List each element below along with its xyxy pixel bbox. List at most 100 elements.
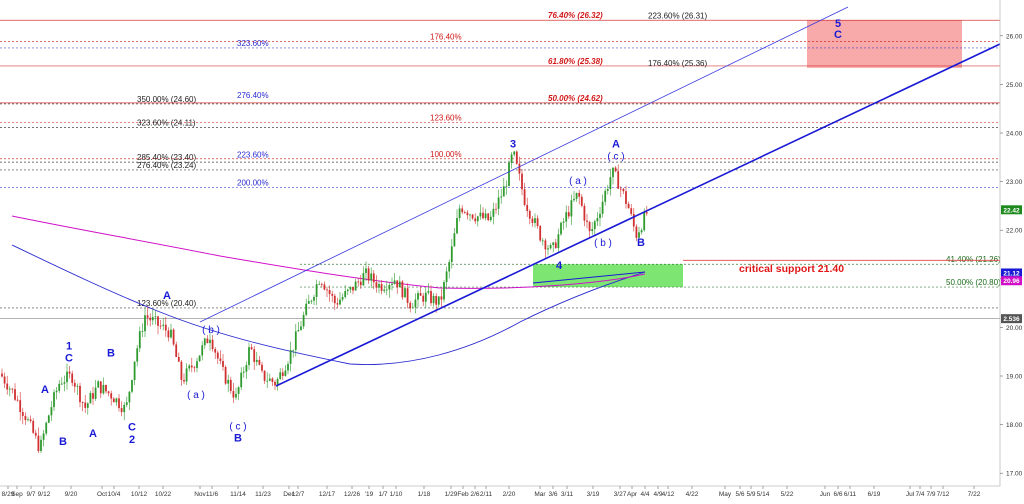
x-tick-label: 1/18 bbox=[418, 491, 431, 498]
price-badge bbox=[1001, 268, 1022, 278]
candle-body bbox=[328, 290, 331, 295]
x-tick-label: 7/4 bbox=[915, 491, 924, 498]
candle-body bbox=[175, 344, 178, 357]
x-tick-label: 2/20 bbox=[503, 491, 516, 498]
candle-body bbox=[42, 433, 45, 440]
x-tick-label: 2/11 bbox=[480, 491, 493, 498]
candle-body bbox=[557, 234, 560, 248]
wave-label: ( b ) bbox=[202, 325, 220, 336]
x-tick-label: Oct bbox=[97, 491, 107, 498]
candle-body bbox=[32, 420, 35, 433]
candle-body bbox=[346, 289, 349, 292]
candle-body bbox=[229, 379, 232, 391]
candle-body bbox=[409, 302, 412, 309]
x-tick-label: 12/7 bbox=[292, 491, 305, 498]
candle-body bbox=[94, 387, 97, 399]
candle-body bbox=[216, 352, 219, 359]
wave-label: A bbox=[89, 428, 97, 440]
candle-body bbox=[463, 212, 466, 213]
candle-body bbox=[118, 398, 120, 409]
x-tick-label: Nov bbox=[194, 491, 206, 498]
candle-body bbox=[383, 289, 386, 291]
candle-body bbox=[479, 212, 482, 217]
candle-body bbox=[55, 390, 58, 393]
x-tick-label: 1/7 bbox=[378, 491, 387, 498]
candle-body bbox=[53, 392, 55, 408]
candle-body bbox=[359, 281, 362, 286]
candle-body bbox=[578, 192, 581, 197]
candle-body bbox=[487, 213, 490, 221]
candle-body bbox=[245, 365, 248, 372]
candle-body bbox=[157, 316, 159, 326]
x-tick-label: 6/19 bbox=[868, 491, 881, 498]
x-tick-label: Apr bbox=[627, 491, 638, 498]
candle-body bbox=[489, 216, 492, 221]
candle-body bbox=[162, 324, 165, 326]
candle-body bbox=[99, 381, 102, 394]
moving-averages bbox=[11, 215, 646, 365]
candle-body bbox=[508, 162, 510, 187]
candle-body bbox=[92, 393, 94, 399]
candle-body bbox=[315, 284, 318, 297]
candle-body bbox=[461, 208, 464, 213]
candle-body bbox=[177, 356, 180, 362]
candles bbox=[1, 150, 648, 454]
candle-body bbox=[580, 196, 583, 206]
candle-body bbox=[323, 284, 326, 290]
candle-body bbox=[268, 378, 271, 381]
candle-body bbox=[510, 154, 513, 163]
candle-body bbox=[362, 273, 365, 286]
candle-body bbox=[372, 273, 375, 283]
wave-label: A bbox=[41, 384, 49, 396]
candle-body bbox=[37, 435, 40, 451]
candle-body bbox=[502, 186, 505, 197]
candle-body bbox=[341, 296, 344, 300]
candle-body bbox=[591, 229, 594, 232]
trendline-main bbox=[275, 43, 1001, 387]
candle-body bbox=[102, 384, 105, 394]
candle-body bbox=[518, 163, 521, 174]
candle-body bbox=[458, 208, 461, 219]
candle-body bbox=[632, 213, 635, 227]
candle-body bbox=[539, 226, 542, 241]
candle-body bbox=[167, 330, 170, 338]
candle-body bbox=[562, 221, 565, 223]
x-tick-label: 4/12 bbox=[662, 491, 675, 498]
x-tick-label: 5/22 bbox=[781, 491, 794, 498]
candle-body bbox=[476, 216, 479, 222]
candle-body bbox=[430, 291, 432, 304]
candle-body bbox=[86, 403, 89, 408]
candle-body bbox=[232, 390, 235, 398]
candle-body bbox=[58, 383, 61, 391]
candle-body bbox=[281, 372, 284, 376]
candle-body bbox=[110, 393, 113, 399]
candle-body bbox=[396, 280, 399, 288]
candle-body bbox=[21, 412, 24, 416]
candle-body bbox=[149, 317, 152, 321]
candle-body bbox=[183, 379, 185, 382]
candle-body bbox=[612, 167, 614, 178]
candle-body bbox=[575, 192, 578, 199]
x-tick-label: 1/29 bbox=[445, 491, 458, 498]
candle-body bbox=[193, 367, 196, 369]
candle-body bbox=[81, 402, 84, 403]
candle-body bbox=[583, 205, 586, 221]
candle-body bbox=[224, 366, 227, 384]
x-tick-label: 12/17 bbox=[319, 491, 336, 498]
candle-body bbox=[419, 293, 422, 296]
candle-body bbox=[19, 400, 22, 413]
candle-body bbox=[196, 361, 198, 368]
candle-body bbox=[505, 186, 508, 187]
candle-body bbox=[385, 289, 388, 291]
candle-body bbox=[185, 368, 188, 382]
wave-label: B bbox=[234, 433, 242, 445]
y-tick-label: 19.00 bbox=[1006, 374, 1023, 381]
x-tick-label: Sep bbox=[11, 491, 23, 498]
candle-body bbox=[528, 211, 531, 219]
candle-body bbox=[24, 415, 27, 421]
candle-body bbox=[450, 246, 453, 263]
candle-body bbox=[500, 196, 503, 198]
candle-body bbox=[453, 233, 456, 247]
candle-body bbox=[471, 214, 474, 219]
